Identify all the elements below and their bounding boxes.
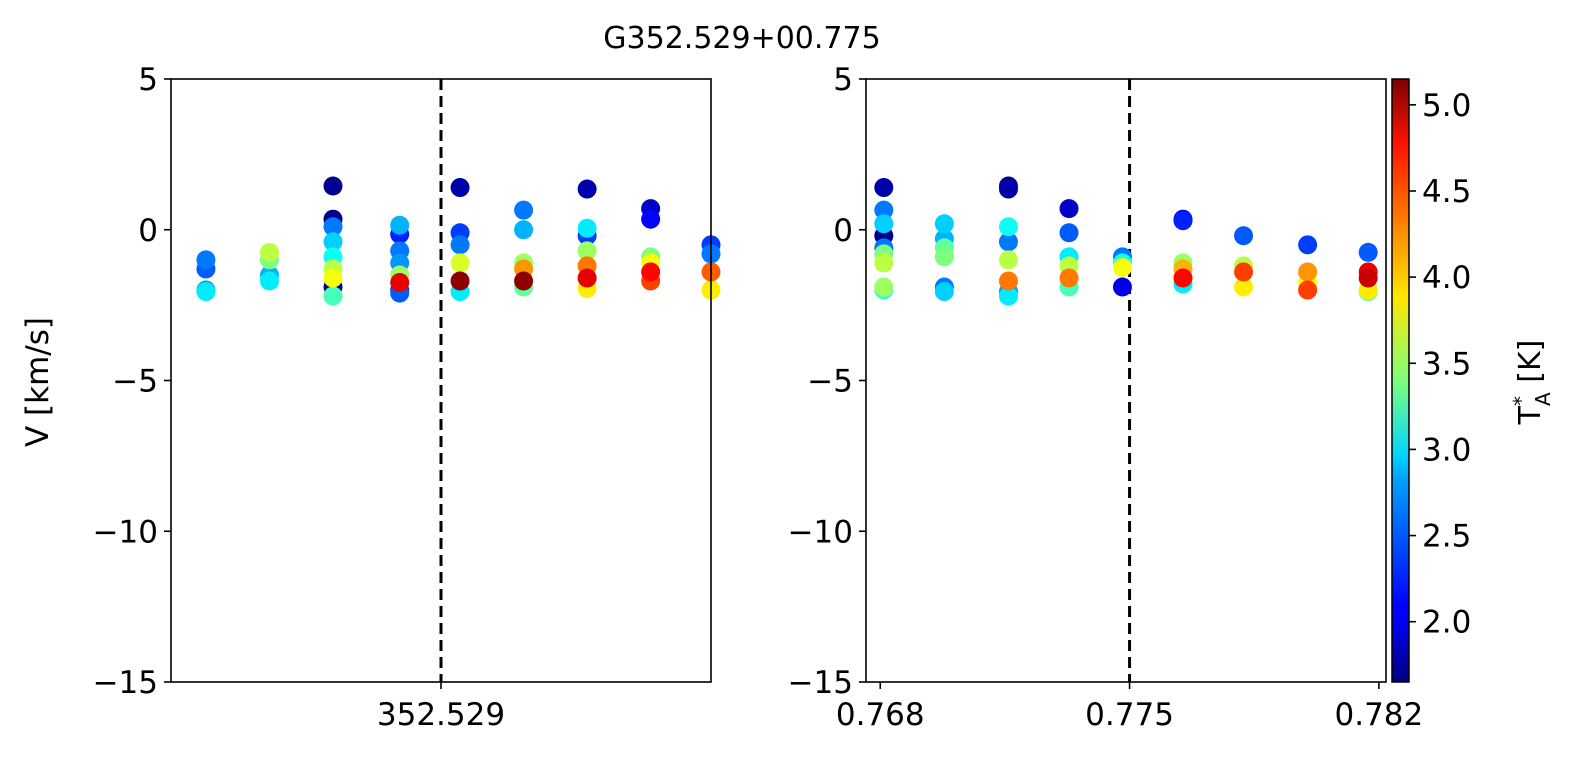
- y-axis-label: V [km/s]: [20, 317, 56, 447]
- colorbar-tick-label: 2.5: [1422, 519, 1471, 555]
- data-point: [259, 242, 279, 262]
- y-tick-label: −15: [93, 665, 158, 701]
- colorbar-label-main: T: [1513, 405, 1548, 425]
- right-panel: 5 0 −5 −10 −150.768 0.775 0.782: [788, 62, 1424, 733]
- data-point: [934, 247, 954, 267]
- colorbar-tick-label: 5.0: [1422, 88, 1471, 124]
- data-point: [390, 273, 410, 293]
- data-point: [934, 282, 954, 302]
- y-tick-label: 0: [138, 213, 158, 249]
- data-point: [1358, 242, 1378, 262]
- data-point: [1173, 268, 1193, 288]
- data-point: [514, 220, 534, 240]
- data-point: [1298, 235, 1318, 255]
- data-point: [450, 178, 470, 198]
- data-point: [577, 241, 597, 261]
- data-point: [1173, 211, 1193, 231]
- colorbar-label-unit: [K]: [1513, 340, 1548, 393]
- y-tick-label: 0: [833, 213, 853, 249]
- data-point: [641, 209, 661, 229]
- data-point: [1059, 268, 1079, 288]
- data-point: [874, 214, 894, 234]
- figure-title: G352.529+00.775: [603, 21, 880, 56]
- y-tick-label: −15: [788, 665, 853, 701]
- data-point: [577, 268, 597, 288]
- colorbar-gradient: [1391, 78, 1410, 683]
- data-point: [450, 253, 470, 273]
- data-point: [1234, 277, 1254, 297]
- colorbar: 2.0 2.5 3.0 3.5 4.0 4.5 5.0 T*A [K]: [1391, 78, 1555, 683]
- data-point: [259, 271, 279, 291]
- colorbar-label-sup: *: [1509, 396, 1533, 406]
- x-tick-label: 352.529: [377, 697, 505, 733]
- data-point: [1298, 280, 1318, 300]
- y-tick-label: −10: [788, 514, 853, 550]
- data-point: [577, 218, 597, 238]
- data-point: [998, 217, 1018, 237]
- data-point: [196, 282, 216, 302]
- plot-frame: [865, 78, 1387, 683]
- colorbar-tick-label: 2.0: [1422, 605, 1471, 641]
- data-point: [874, 178, 894, 198]
- data-point: [323, 286, 343, 306]
- data-point: [196, 250, 216, 270]
- data-point: [1059, 223, 1079, 243]
- colorbar-tick-label: 4.5: [1422, 174, 1471, 210]
- x-tick-label: 0.775: [1085, 697, 1174, 733]
- colorbar-tick-label: 4.0: [1422, 260, 1471, 296]
- y-tick-label: 5: [138, 62, 158, 98]
- data-point: [874, 277, 894, 297]
- data-point: [450, 235, 470, 255]
- data-point: [577, 179, 597, 199]
- data-point: [1234, 226, 1254, 246]
- data-point: [998, 286, 1018, 306]
- data-point: [514, 200, 534, 220]
- colorbar-label: T*A [K]: [1509, 340, 1555, 426]
- data-point: [998, 179, 1018, 199]
- colorbar-label-sub: A: [1531, 392, 1555, 406]
- data-point: [323, 176, 343, 196]
- x-tick-label: 0.782: [1335, 697, 1424, 733]
- data-point: [934, 214, 954, 234]
- left-panel: 5 0 −5 −10 −15 352.529: [93, 62, 721, 733]
- data-point: [641, 262, 661, 282]
- data-point: [1059, 199, 1079, 219]
- data-point: [1298, 262, 1318, 282]
- data-point: [1234, 262, 1254, 282]
- data-point: [1112, 257, 1132, 277]
- data-point: [323, 232, 343, 252]
- y-tick-label: −5: [807, 364, 853, 400]
- data-point: [1358, 268, 1378, 288]
- data-point: [450, 271, 470, 291]
- data-point: [514, 271, 534, 291]
- y-tick-label: −10: [93, 514, 158, 550]
- data-point: [323, 268, 343, 288]
- data-point: [323, 217, 343, 237]
- data-point: [874, 253, 894, 273]
- data-point: [998, 271, 1018, 291]
- colorbar-tick-label: 3.0: [1422, 432, 1471, 468]
- colorbar-tick-label: 3.5: [1422, 346, 1471, 382]
- y-tick-label: 5: [833, 62, 853, 98]
- y-tick-label: −5: [112, 364, 158, 400]
- data-point: [874, 200, 894, 220]
- colorbar-ticks: 2.0 2.5 3.0 3.5 4.0 4.5 5.0: [1409, 88, 1471, 641]
- data-point: [998, 250, 1018, 270]
- data-point: [1112, 277, 1132, 297]
- data-point: [998, 232, 1018, 252]
- data-point: [390, 215, 410, 235]
- x-tick-label: 0.768: [836, 697, 925, 733]
